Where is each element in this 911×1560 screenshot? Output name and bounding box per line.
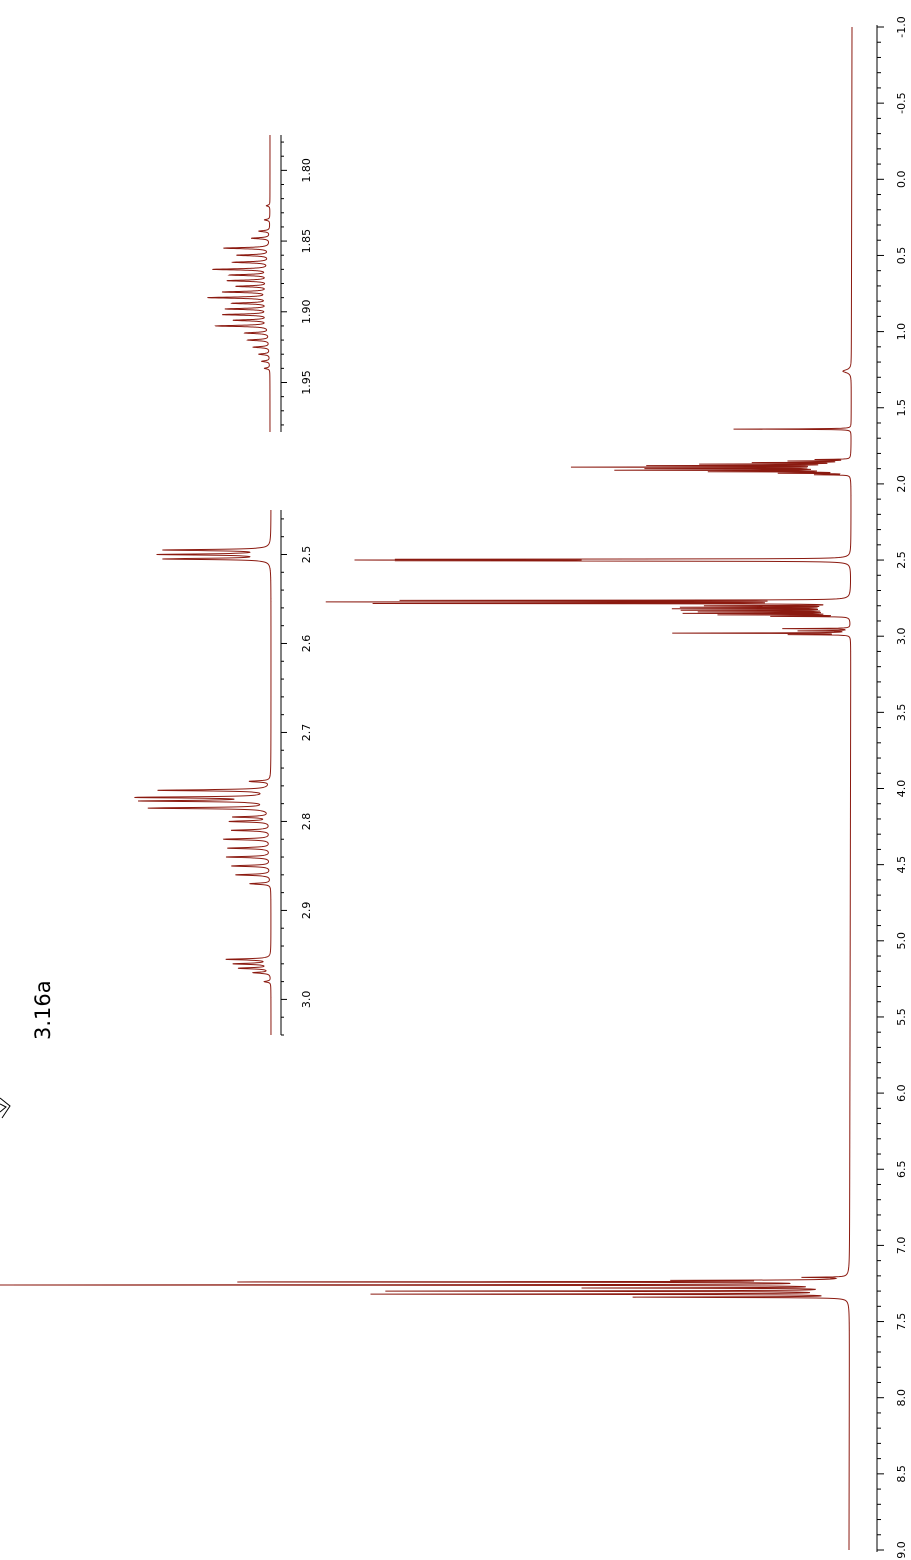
main-tick-label: 4.0 — [895, 780, 908, 798]
compound-label: 3.16a — [31, 980, 55, 1040]
main-tick-label: 7.5 — [895, 1313, 908, 1331]
main-tick-label: 7.0 — [895, 1237, 908, 1255]
inset-tick-label: 3.0 — [300, 991, 313, 1009]
inset-tick-label: 1.95 — [300, 370, 313, 395]
inset-2.5-3.0: 2.5 2.6 2.7 2.8 2.9 3.0 — [134, 510, 313, 1036]
inset-tick-label: 2.9 — [300, 902, 313, 920]
main-tick-label: 8.0 — [895, 1389, 908, 1407]
inset-1.80-1.95: 1.80 1.85 1.90 1.95 — [207, 135, 313, 432]
main-tick-label: 1.0 — [895, 323, 908, 341]
inset-tick-label: 2.5 — [300, 546, 313, 564]
main-spectrum-line — [0, 27, 853, 1550]
main-tick-label: 6.0 — [895, 1084, 908, 1102]
inset-tick-label: 2.7 — [300, 724, 313, 742]
main-tick-label: 5.5 — [895, 1008, 908, 1025]
inset-spectrum-line — [134, 510, 272, 1035]
main-tick-label: 8.5 — [895, 1465, 908, 1483]
inset-tick-label: 1.85 — [300, 229, 313, 254]
main-tick-label: 0.0 — [895, 171, 908, 189]
main-tick-label: 6.5 — [895, 1161, 908, 1179]
main-axis: -1.0 -0.5 0.0 0.5 1.0 1.5 2.0 2.5 3.0 3.5 4.0 4.5 5.… — [876, 16, 908, 1559]
main-tick-label: 2.5 — [895, 551, 908, 569]
inset-tick-label: 2.8 — [300, 813, 313, 831]
inset-spectrum-line — [207, 135, 271, 432]
main-tick-label: 9.0 — [895, 1541, 908, 1559]
inset-tick-label: 2.6 — [300, 635, 313, 653]
main-tick-label: 0.5 — [895, 247, 908, 265]
main-tick-label: 3.5 — [895, 704, 908, 722]
main-tick-label: 1.5 — [895, 399, 908, 417]
main-tick-label: -1.0 — [895, 16, 908, 37]
inset-tick-label: 1.80 — [300, 158, 313, 183]
main-tick-label: 4.5 — [895, 856, 908, 874]
main-tick-label: 2.0 — [895, 475, 908, 493]
main-tick-label: 5.0 — [895, 932, 908, 950]
molecule-fragment — [0, 1097, 11, 1119]
inset-tick-label: 1.90 — [300, 300, 313, 325]
main-tick-label: 3.0 — [895, 627, 908, 645]
main-trace — [0, 27, 853, 1550]
main-tick-label: -0.5 — [895, 92, 908, 113]
